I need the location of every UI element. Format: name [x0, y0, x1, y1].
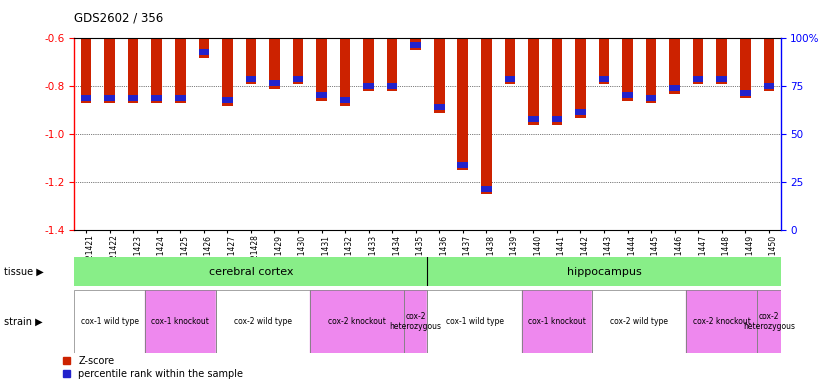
- Text: cox-2 wild type: cox-2 wild type: [610, 317, 668, 326]
- Bar: [292, 38, 303, 84]
- Bar: [245, 76, 256, 82]
- Bar: [74, 290, 145, 353]
- Bar: [522, 290, 592, 353]
- Bar: [599, 76, 610, 82]
- Text: cox-2 wild type: cox-2 wild type: [234, 317, 292, 326]
- Bar: [428, 290, 522, 353]
- Bar: [404, 290, 428, 353]
- Bar: [686, 290, 757, 353]
- Bar: [128, 95, 139, 101]
- Bar: [505, 38, 515, 84]
- Text: tissue ▶: tissue ▶: [4, 266, 44, 277]
- Bar: [740, 38, 751, 98]
- Text: cerebral cortex: cerebral cortex: [209, 266, 293, 277]
- Bar: [175, 95, 186, 101]
- Bar: [404, 290, 428, 353]
- Bar: [387, 38, 397, 91]
- Bar: [716, 76, 727, 82]
- Bar: [74, 290, 145, 353]
- Bar: [622, 38, 633, 101]
- Bar: [145, 290, 216, 353]
- Bar: [716, 38, 727, 84]
- Bar: [339, 38, 350, 106]
- Text: strain ▶: strain ▶: [4, 316, 43, 327]
- Bar: [316, 38, 327, 101]
- Bar: [363, 83, 374, 89]
- Bar: [528, 116, 539, 122]
- Bar: [481, 38, 491, 194]
- Bar: [411, 42, 421, 48]
- Bar: [575, 109, 586, 115]
- Text: hippocampus: hippocampus: [567, 266, 641, 277]
- Bar: [693, 76, 704, 82]
- Bar: [428, 290, 522, 353]
- Bar: [646, 38, 657, 103]
- Bar: [216, 290, 310, 353]
- Bar: [693, 38, 704, 84]
- Bar: [74, 257, 428, 286]
- Bar: [458, 162, 468, 168]
- Bar: [411, 38, 421, 50]
- Bar: [310, 290, 404, 353]
- Bar: [505, 76, 515, 82]
- Bar: [104, 95, 115, 101]
- Bar: [481, 186, 491, 192]
- Bar: [763, 38, 774, 91]
- Bar: [145, 290, 216, 353]
- Bar: [387, 83, 397, 89]
- Bar: [592, 290, 686, 353]
- Bar: [592, 290, 686, 353]
- Bar: [575, 38, 586, 118]
- Bar: [458, 38, 468, 170]
- Bar: [528, 38, 539, 125]
- Bar: [198, 38, 209, 58]
- Bar: [310, 290, 404, 353]
- Bar: [763, 83, 774, 89]
- Text: cox-1 knockout: cox-1 knockout: [528, 317, 586, 326]
- Text: cox-1 wild type: cox-1 wild type: [81, 317, 139, 326]
- Bar: [757, 290, 781, 353]
- Bar: [316, 93, 327, 98]
- Bar: [434, 38, 444, 113]
- Bar: [104, 38, 115, 103]
- Bar: [363, 38, 374, 91]
- Text: cox-2 knockout: cox-2 knockout: [693, 317, 751, 326]
- Bar: [222, 38, 233, 106]
- Bar: [686, 290, 757, 353]
- Bar: [622, 93, 633, 98]
- Bar: [216, 290, 310, 353]
- Bar: [740, 90, 751, 96]
- Text: cox-1 knockout: cox-1 knockout: [151, 317, 209, 326]
- Bar: [151, 38, 162, 103]
- Bar: [269, 38, 280, 89]
- Bar: [757, 290, 781, 353]
- Text: cox-2
heterozygous: cox-2 heterozygous: [390, 312, 442, 331]
- Bar: [81, 38, 92, 103]
- Bar: [269, 80, 280, 86]
- Bar: [552, 116, 563, 122]
- Legend: Z-score, percentile rank within the sample: Z-score, percentile rank within the samp…: [63, 356, 243, 379]
- Text: cox-1 wild type: cox-1 wild type: [445, 317, 504, 326]
- Bar: [434, 104, 444, 111]
- Bar: [175, 38, 186, 103]
- Bar: [339, 97, 350, 103]
- Bar: [198, 49, 209, 55]
- Bar: [552, 38, 563, 125]
- Bar: [128, 38, 139, 103]
- Text: cox-2
heterozygous: cox-2 heterozygous: [743, 312, 795, 331]
- Bar: [292, 76, 303, 82]
- Bar: [522, 290, 592, 353]
- Bar: [151, 95, 162, 101]
- Bar: [669, 38, 680, 94]
- Text: GDS2602 / 356: GDS2602 / 356: [74, 12, 164, 25]
- Bar: [222, 97, 233, 103]
- Bar: [81, 95, 92, 101]
- Text: cox-2 knockout: cox-2 knockout: [328, 317, 386, 326]
- Bar: [646, 95, 657, 101]
- Bar: [245, 38, 256, 84]
- Bar: [669, 85, 680, 91]
- Bar: [428, 257, 781, 286]
- Bar: [599, 38, 610, 84]
